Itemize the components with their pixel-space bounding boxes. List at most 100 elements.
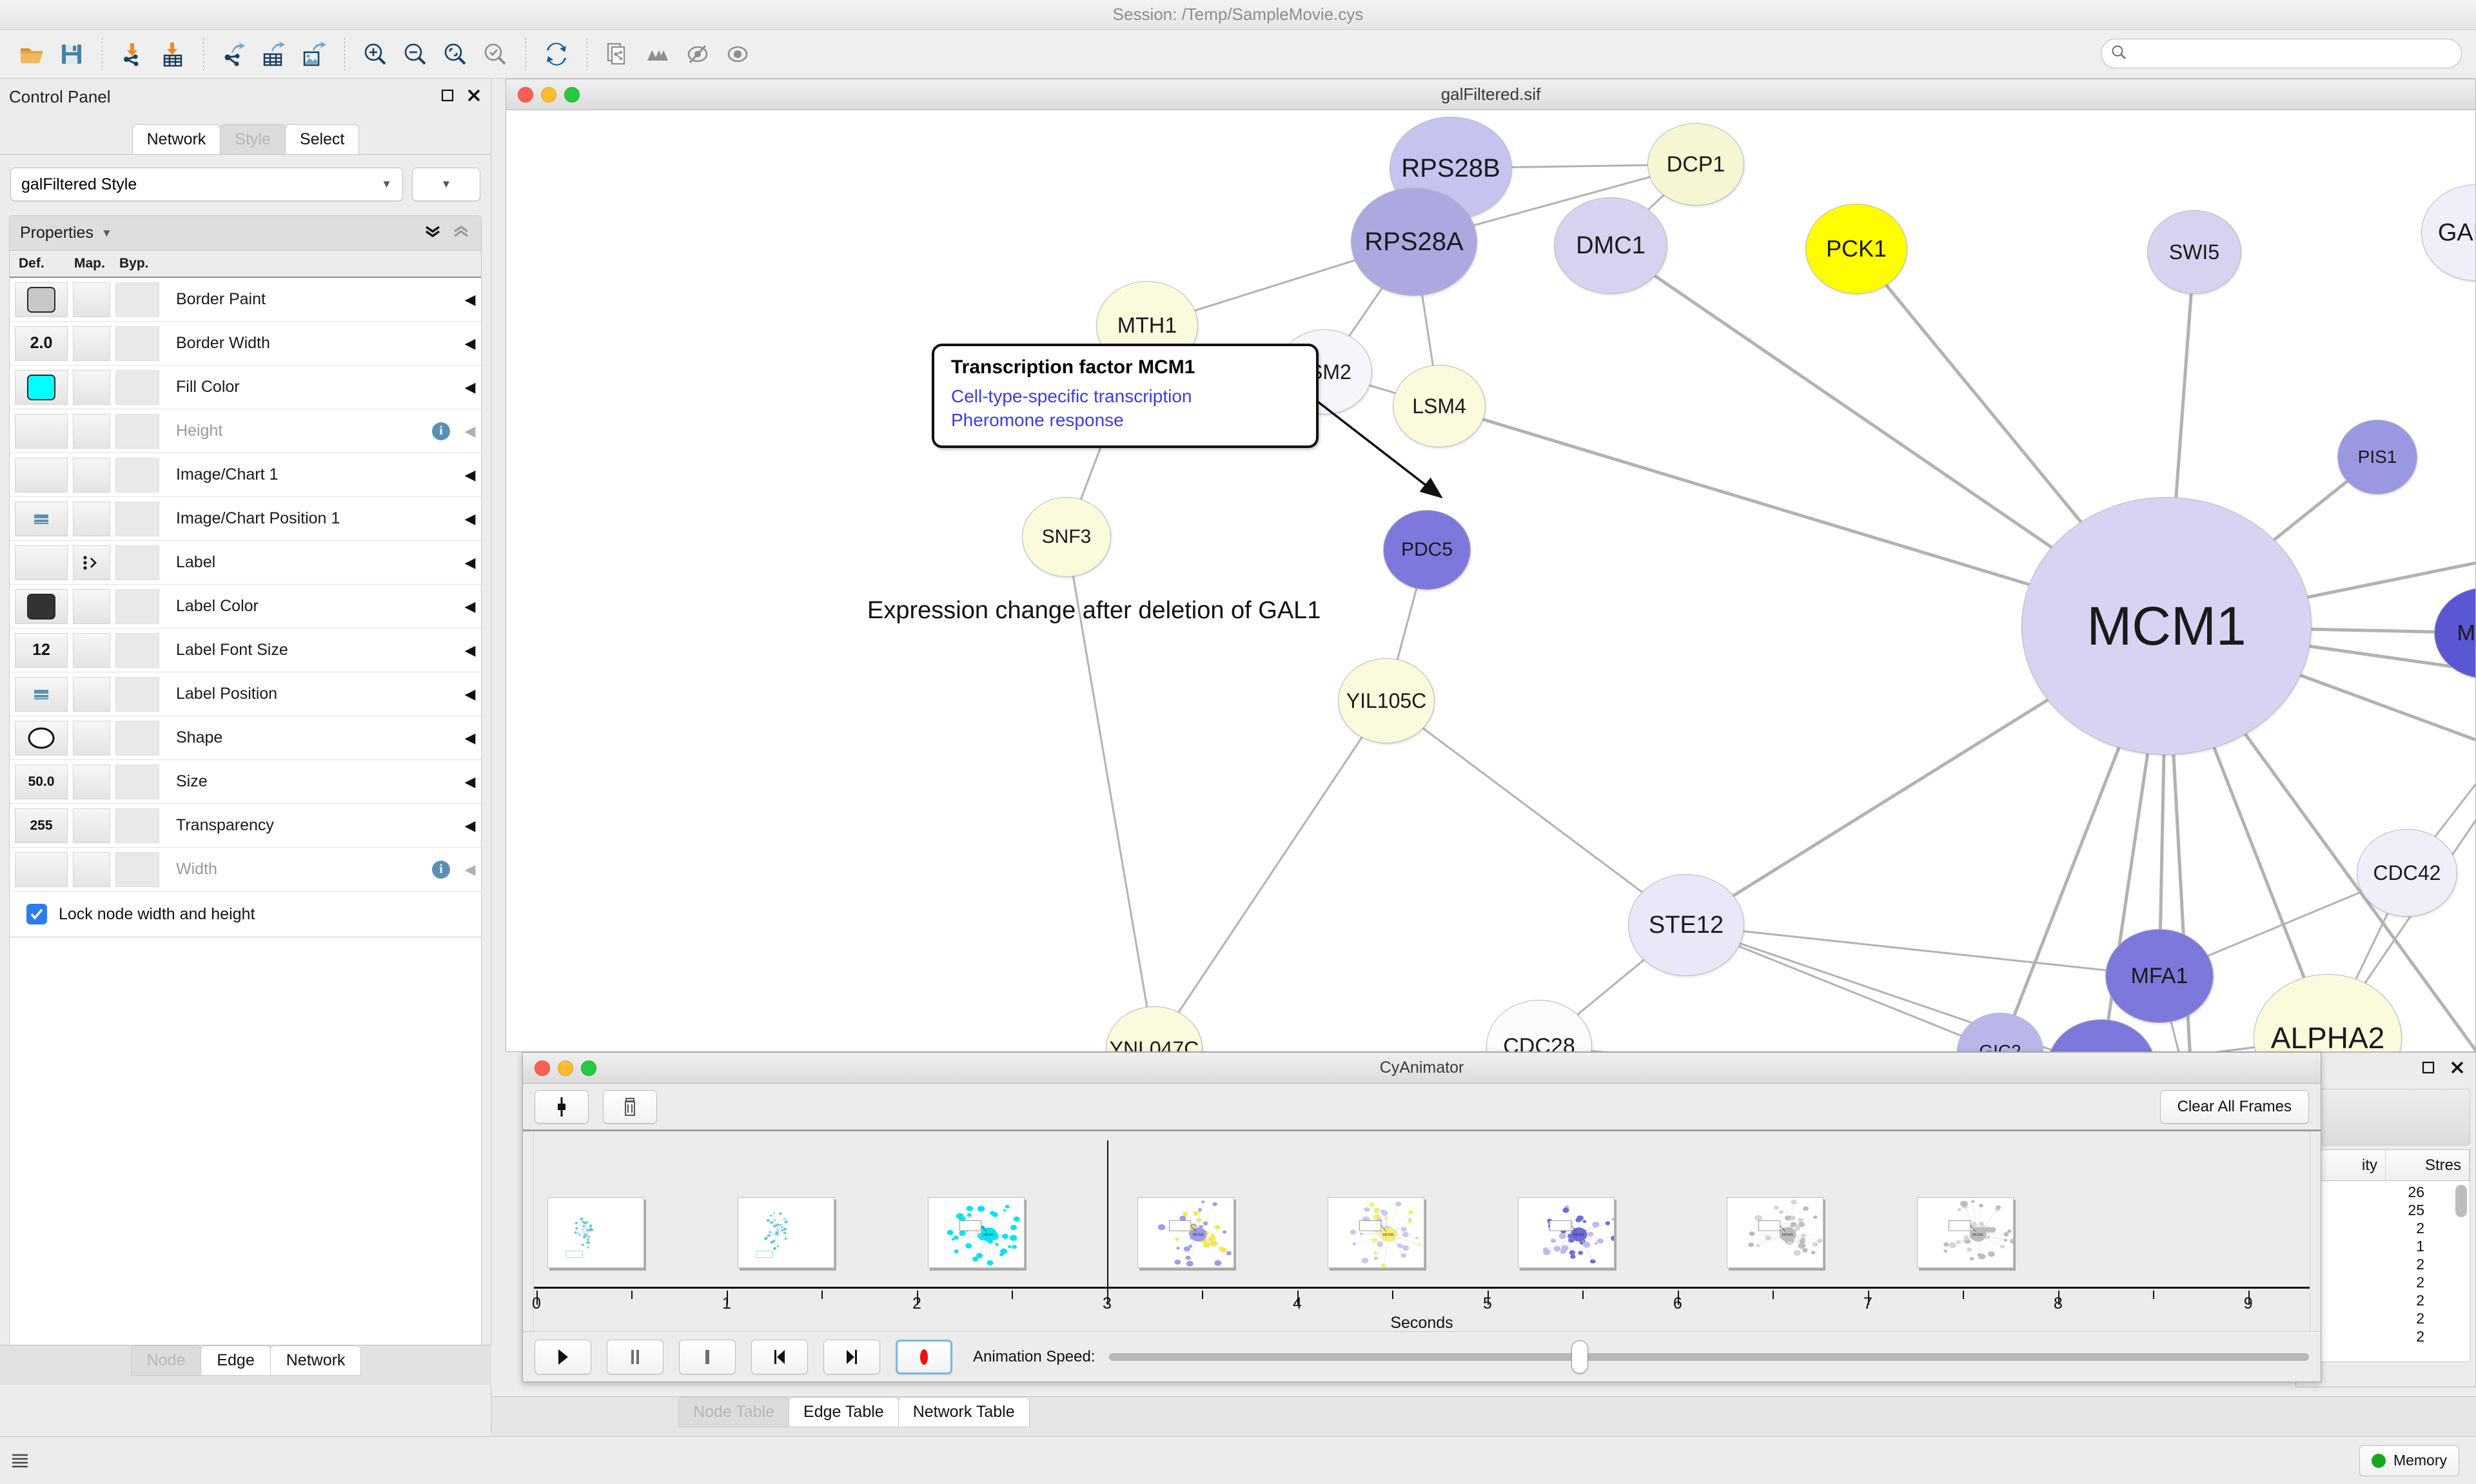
network-node[interactable]: CDC42 [2357,829,2457,917]
table-row[interactable]: 2 [2416,1310,2424,1327]
clear-all-frames-button[interactable]: Clear All Frames [2159,1089,2309,1124]
byp-cell[interactable] [115,589,159,624]
animation-frame[interactable] [738,1197,835,1268]
network-node[interactable]: STE12 [1628,874,1744,976]
network-node[interactable]: MCM1 [2021,497,2312,755]
export-table-icon[interactable] [254,34,294,74]
property-row-label-color[interactable]: Label Color ◀ [10,585,481,629]
chevron-left-icon[interactable]: ◀ [464,510,476,527]
zoom-out-icon[interactable] [395,34,435,74]
style-options-button[interactable]: ▼ [412,168,480,201]
map-cell[interactable] [73,326,110,361]
property-row-shape[interactable]: Shape ◀ [10,716,481,760]
def-cell[interactable] [15,676,68,712]
network-node[interactable]: DMC1 [1554,197,1667,294]
search-box[interactable] [2101,39,2462,68]
def-cell[interactable] [15,720,68,756]
tab-edge-table[interactable]: Edge Table [789,1397,899,1427]
network-edge[interactable] [1153,700,1388,1050]
network-node[interactable]: RPS28A [1351,188,1477,296]
table-toolbar[interactable] [2301,1089,2470,1146]
search-input[interactable] [2132,45,2452,62]
close-icon[interactable] [466,88,482,106]
tab-node-table[interactable]: Node Table [678,1397,790,1427]
map-cell[interactable] [73,764,110,799]
def-cell[interactable]: 12 [15,632,68,668]
chevron-left-icon[interactable]: ◀ [464,729,476,746]
info-icon[interactable]: i [432,422,450,440]
style-select[interactable]: galFiltered Style ▼ [10,168,403,201]
table-row[interactable]: 25 [2408,1202,2424,1218]
property-row-label[interactable]: Label ◀ [10,541,481,585]
network-node[interactable]: PDC5 [1383,510,1471,590]
byp-cell[interactable] [115,632,159,668]
animation-speed-slider[interactable] [1109,1340,2309,1374]
property-row-size[interactable]: 50.0 Size ◀ [10,760,481,804]
def-cell[interactable]: 50.0 [15,764,68,799]
byp-cell[interactable] [115,369,159,405]
chevron-left-icon[interactable]: ◀ [464,685,476,702]
def-cell[interactable] [15,369,68,405]
tab-node[interactable]: Node [130,1345,202,1376]
lock-node-size-row[interactable]: Lock node width and height [10,892,481,937]
property-row-label-position[interactable]: Label Position ◀ [10,672,481,716]
animation-frame[interactable]: MCM1 [1327,1197,1424,1268]
byp-cell[interactable] [115,457,159,493]
tab-network[interactable]: Network [132,124,221,154]
table-row[interactable]: 2 [2416,1274,2424,1291]
byp-cell[interactable] [115,808,159,843]
def-cell[interactable]: 255 [15,808,68,843]
table-row[interactable]: 2 [2416,1292,2424,1309]
network-node[interactable]: YIL105C [1338,658,1435,743]
delete-frame-button[interactable] [603,1089,657,1124]
chevron-left-icon[interactable]: ◀ [464,641,476,658]
byp-cell[interactable] [115,764,159,799]
float-panel-icon[interactable] [440,88,455,106]
zoom-fit-icon[interactable] [435,34,475,74]
network-edge[interactable] [1065,536,1155,1050]
zoom-selected-icon[interactable] [475,34,515,74]
maximize-window-button[interactable] [581,1060,596,1076]
show-task-list-button[interactable] [0,1452,40,1469]
step-forward-button[interactable] [823,1339,880,1374]
table-grid[interactable]: ity Stres 26 25 2 1 2 2 2 2 2 [2301,1149,2470,1362]
map-cell[interactable] [73,282,110,317]
slider-thumb[interactable] [1571,1340,1588,1374]
property-row-height[interactable]: Height i ◀ [10,409,481,453]
byp-cell[interactable] [115,545,159,580]
info-icon[interactable]: i [432,860,450,879]
close-window-button[interactable] [535,1060,550,1076]
property-row-label-font-size[interactable]: 12 Label Font Size ◀ [10,629,481,672]
refresh-layout-icon[interactable] [536,34,576,74]
table-row[interactable]: 2 [2416,1328,2424,1345]
new-network-from-selection-icon[interactable] [598,34,638,74]
float-panel-icon[interactable] [2421,1060,2435,1078]
table-scrollbar-thumb[interactable] [2455,1185,2467,1217]
map-cell[interactable] [73,808,110,843]
map-cell[interactable] [73,369,110,405]
chevron-left-icon[interactable]: ◀ [464,335,476,351]
def-cell[interactable] [15,501,68,536]
table-row[interactable]: 2 [2416,1220,2424,1236]
minimize-window-button[interactable] [558,1060,573,1076]
property-row-image-chart-position-1[interactable]: Image/Chart Position 1 ◀ [10,497,481,541]
pause-button[interactable] [607,1339,663,1374]
property-row-fill-color[interactable]: Fill Color ◀ [10,366,481,409]
chevron-down-icon[interactable]: ▼ [101,226,112,239]
lock-node-size-checkbox[interactable] [26,904,47,924]
step-back-button[interactable] [751,1339,808,1374]
map-cell[interactable] [73,632,110,668]
network-node[interactable]: SWI5 [2147,210,2241,294]
close-icon[interactable] [2450,1060,2465,1079]
export-image-icon[interactable] [294,34,334,74]
animation-frame[interactable]: MCM1 [1517,1197,1615,1268]
network-canvas[interactable]: RPS28BDCP1RPS28ADMC1PCK1SWI5GAL80GAL11ST… [506,110,2475,1051]
hide-unselected-icon[interactable] [678,34,718,74]
network-node[interactable]: DCP1 [1647,123,1744,206]
save-session-icon[interactable] [52,34,92,74]
network-node[interactable]: PIS1 [2337,420,2417,494]
byp-cell[interactable] [115,282,159,317]
byp-cell[interactable] [115,720,159,756]
property-row-border-width[interactable]: 2.0 Border Width ◀ [10,322,481,366]
table-row[interactable]: 2 [2416,1256,2424,1273]
